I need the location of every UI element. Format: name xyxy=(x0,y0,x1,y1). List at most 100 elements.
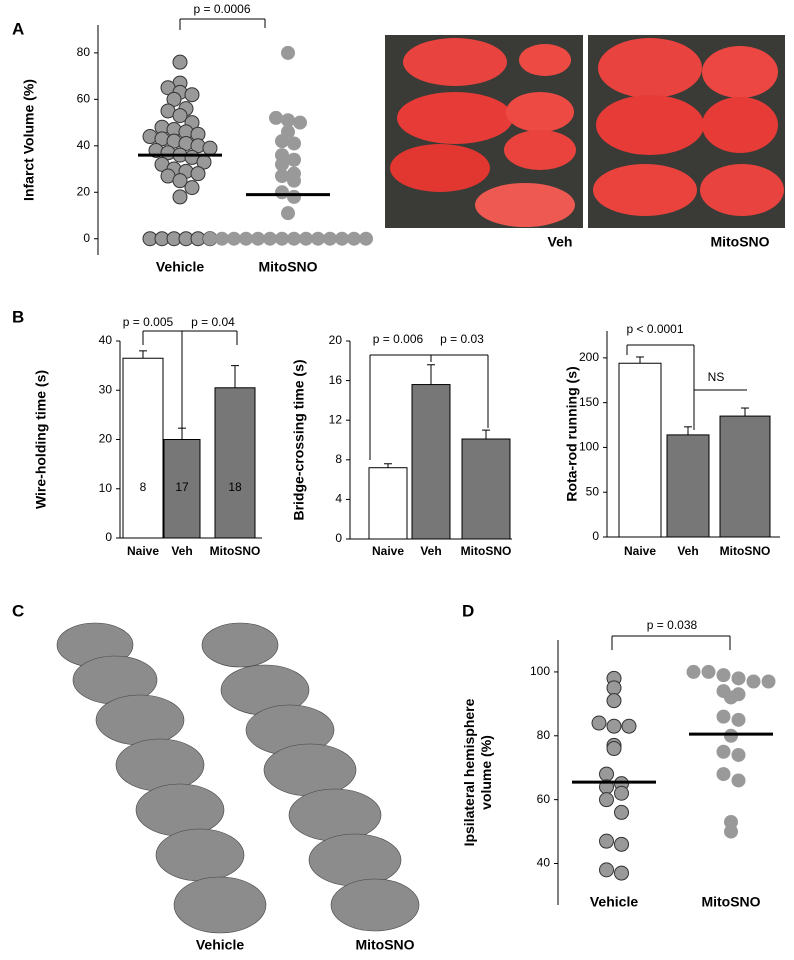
dot xyxy=(746,674,761,689)
dot xyxy=(614,836,629,852)
dot xyxy=(599,792,614,808)
y-axis-label: Infarct Volume (%) xyxy=(21,79,37,201)
dot xyxy=(724,824,738,839)
dot xyxy=(731,747,746,762)
dot xyxy=(724,728,738,743)
dot xyxy=(293,115,307,130)
y-tick-label: 200 xyxy=(579,350,599,364)
dot xyxy=(731,671,746,686)
dot xyxy=(172,54,188,70)
panel-label: C xyxy=(12,601,24,620)
y-tick-label: 100 xyxy=(530,664,550,678)
dot xyxy=(287,231,301,246)
y-tick-label: 40 xyxy=(99,333,113,347)
dot xyxy=(731,712,746,727)
dot xyxy=(203,231,217,246)
dot xyxy=(606,680,622,696)
y-tick-label: 0 xyxy=(83,231,90,245)
n-label: 18 xyxy=(228,480,242,494)
bar xyxy=(719,415,771,538)
x-tick-label: MitoSNO xyxy=(210,544,261,558)
dot xyxy=(172,108,188,124)
dot xyxy=(275,134,289,149)
y-tick-label: 10 xyxy=(99,481,113,495)
dot xyxy=(299,231,313,246)
y-tick-label: 80 xyxy=(537,728,551,742)
bar xyxy=(411,384,451,540)
y-axis-label: Bridge-crossing time (s) xyxy=(291,359,307,520)
dot xyxy=(190,166,206,182)
annotation: p = 0.04 xyxy=(191,315,235,329)
dot xyxy=(239,231,253,246)
annotation: NS xyxy=(708,370,725,384)
dot xyxy=(184,180,200,196)
dot xyxy=(599,766,614,782)
photo-label: Veh xyxy=(548,234,573,250)
x-tick-label: MitoSNO xyxy=(258,259,317,275)
dot xyxy=(287,152,301,167)
photo-label: MitoSNO xyxy=(710,234,769,250)
y-tick-label: 20 xyxy=(77,184,91,198)
dot xyxy=(599,862,614,878)
dot xyxy=(701,664,716,679)
y-axis-label: Wire-holding time (s) xyxy=(33,370,49,509)
photos xyxy=(56,35,785,934)
dot xyxy=(287,136,301,151)
x-tick-label: MitoSNO xyxy=(461,544,512,558)
n-label: 17 xyxy=(175,480,189,494)
y-tick-label: 0 xyxy=(592,529,599,543)
bar xyxy=(368,467,408,540)
bar xyxy=(122,357,164,539)
dot xyxy=(172,189,188,205)
dot xyxy=(716,668,731,683)
x-tick-label: Veh xyxy=(420,544,441,558)
annotation: p = 0.006 xyxy=(373,332,424,346)
y-tick-label: 0 xyxy=(105,530,112,544)
dot xyxy=(184,87,200,103)
y-tick-label: 100 xyxy=(579,440,599,454)
y-axis-label: Ipsilateral hemispherevolume (%) xyxy=(461,698,494,846)
x-tick-label: MitoSNO xyxy=(701,894,760,910)
x-tick-label: Veh xyxy=(677,544,698,558)
y-tick-label: 60 xyxy=(77,92,91,106)
dot xyxy=(281,45,295,60)
dot xyxy=(172,173,188,189)
dot xyxy=(614,785,629,801)
y-tick-label: 8 xyxy=(335,452,342,466)
n-label: 8 xyxy=(140,480,147,494)
x-tick-label: Naive xyxy=(372,544,404,558)
dot xyxy=(599,833,614,849)
y-tick-label: 60 xyxy=(537,792,551,806)
dot xyxy=(275,185,289,200)
annotation: p = 0.03 xyxy=(440,332,484,346)
dot xyxy=(716,744,731,759)
dot xyxy=(166,91,182,107)
dot xyxy=(323,231,337,246)
panel-label: A xyxy=(12,19,24,38)
dot xyxy=(359,231,373,246)
dot xyxy=(716,709,731,724)
y-tick-label: 80 xyxy=(77,45,91,59)
dot xyxy=(263,231,277,246)
dot xyxy=(724,814,738,829)
dot xyxy=(227,231,241,246)
y-tick-label: 150 xyxy=(579,395,599,409)
y-axis-label-line: Ipsilateral hemisphere xyxy=(461,698,477,846)
y-tick-label: 16 xyxy=(329,373,343,387)
dot xyxy=(614,804,629,820)
y-tick-label: 4 xyxy=(335,492,342,506)
dot xyxy=(215,231,229,246)
dot xyxy=(275,157,289,172)
x-tick-label: Vehicle xyxy=(156,259,204,275)
annotation: p = 0.038 xyxy=(647,618,698,632)
dot xyxy=(347,231,361,246)
annotation: p = 0.0006 xyxy=(193,2,250,16)
x-tick-label: Naive xyxy=(624,544,656,558)
dot xyxy=(202,140,218,156)
y-tick-label: 20 xyxy=(329,333,343,347)
panel-label: B xyxy=(12,307,24,326)
dot xyxy=(275,231,289,246)
y-tick-label: 12 xyxy=(329,412,343,426)
y-tick-label: 0 xyxy=(335,531,342,545)
